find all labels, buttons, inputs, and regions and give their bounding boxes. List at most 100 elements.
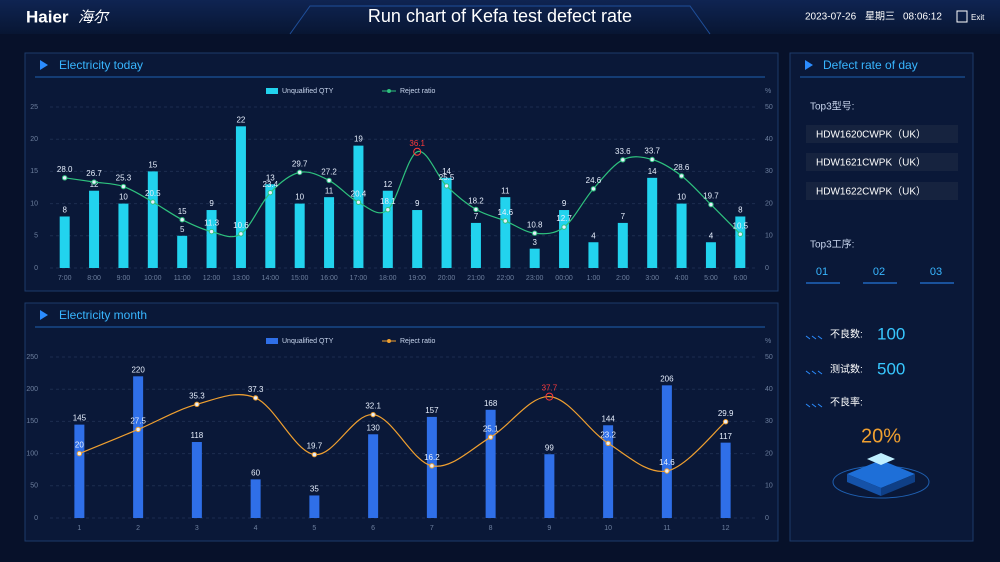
line-point bbox=[620, 157, 626, 163]
line-point bbox=[135, 426, 141, 433]
line-value-label: 24.6 bbox=[586, 176, 602, 185]
bar-value-label: 145 bbox=[73, 414, 87, 423]
y-tick-label: 50 bbox=[30, 483, 38, 490]
legend-dot bbox=[387, 339, 391, 343]
legend-label: Reject ratio bbox=[400, 338, 436, 345]
exit-icon bbox=[956, 10, 968, 23]
bar bbox=[735, 216, 746, 268]
bar-value-label: 118 bbox=[190, 431, 203, 440]
bar bbox=[324, 197, 335, 268]
bar-value-label: 8 bbox=[738, 206, 743, 215]
x-tick-label: 15:00 bbox=[291, 275, 309, 282]
line-value-label: 26.7 bbox=[86, 169, 102, 178]
line-value-label: 10.8 bbox=[527, 220, 543, 229]
model-box bbox=[806, 125, 958, 143]
line-value-label: 20.4 bbox=[351, 189, 367, 198]
x-tick-label: 4 bbox=[254, 525, 258, 532]
bar bbox=[720, 442, 731, 518]
line-point bbox=[76, 450, 83, 457]
bar bbox=[412, 210, 423, 268]
line-value-label: 27.2 bbox=[321, 168, 337, 177]
deco-mark bbox=[805, 370, 823, 375]
x-tick-label: 8:00 bbox=[87, 275, 101, 282]
y2-tick-label: 20 bbox=[765, 200, 773, 207]
panel-title: Electricity month bbox=[59, 308, 147, 322]
icon-shape bbox=[867, 453, 895, 465]
rate-label: 不良率: bbox=[830, 396, 863, 409]
y2-tick-label: 10 bbox=[765, 233, 773, 240]
legend-label: Reject ratio bbox=[400, 88, 436, 95]
line-point bbox=[531, 230, 538, 236]
line-value-label: 29.9 bbox=[718, 409, 734, 418]
deco-mark bbox=[805, 335, 823, 340]
line-value-label: 29.7 bbox=[292, 159, 308, 168]
exit-label[interactable]: Exit bbox=[971, 13, 985, 22]
y-tick-label: 250 bbox=[26, 354, 38, 361]
bar-value-label: 4 bbox=[709, 231, 714, 240]
bar-value-label: 7 bbox=[474, 212, 479, 221]
x-tick-label: 22:00 bbox=[497, 275, 515, 282]
x-tick-label: 13:00 bbox=[232, 275, 250, 282]
bar bbox=[661, 385, 672, 518]
bar bbox=[603, 425, 614, 518]
bar bbox=[147, 171, 158, 268]
bar bbox=[368, 434, 379, 518]
y2-tick-label: 30 bbox=[765, 168, 773, 175]
line-value-label: 25.5 bbox=[439, 173, 455, 182]
bar-value-label: 12 bbox=[383, 180, 392, 189]
y-tick-label: 100 bbox=[26, 450, 38, 457]
process: 03 bbox=[930, 266, 942, 278]
weekday: 星期三 bbox=[865, 11, 895, 23]
bar bbox=[250, 479, 261, 518]
line-value-label: 23.4 bbox=[263, 180, 279, 189]
line-value-label: 28.6 bbox=[674, 163, 690, 172]
bar-value-label: 14 bbox=[648, 167, 657, 176]
x-tick-label: 2:00 bbox=[616, 275, 630, 282]
bar-value-label: 8 bbox=[62, 206, 67, 215]
y-tick-label: 20 bbox=[30, 136, 38, 143]
bar-value-label: 10 bbox=[119, 193, 128, 202]
line-point bbox=[443, 183, 450, 189]
legend-swatch bbox=[266, 88, 278, 94]
line-point bbox=[194, 401, 200, 408]
bar bbox=[133, 376, 144, 518]
y2-tick-label: 10 bbox=[765, 483, 773, 490]
line-point bbox=[150, 199, 156, 205]
x-tick-label: 6 bbox=[371, 525, 375, 532]
line-point bbox=[737, 231, 744, 237]
panel bbox=[24, 302, 779, 542]
line-point bbox=[473, 206, 479, 213]
x-tick-label: 17:00 bbox=[350, 275, 368, 282]
line-point bbox=[487, 434, 494, 440]
line-value-label: 14.6 bbox=[659, 458, 675, 467]
process-label: Top3工序: bbox=[810, 238, 854, 251]
x-tick-label: 18:00 bbox=[379, 275, 397, 282]
bar bbox=[191, 442, 202, 518]
y2-tick-label: 20 bbox=[765, 450, 773, 457]
x-tick-label: 9:00 bbox=[117, 275, 131, 282]
line-value-label: 16.2 bbox=[424, 453, 440, 462]
bar bbox=[705, 242, 716, 268]
tested: 500 bbox=[877, 359, 905, 378]
legend-swatch bbox=[266, 338, 278, 344]
x-tick-label: 4:00 bbox=[675, 275, 689, 282]
deco-mark bbox=[805, 403, 823, 408]
line-point bbox=[370, 411, 376, 418]
bar bbox=[118, 203, 129, 268]
bar bbox=[309, 495, 320, 518]
defects-label: 不良数: bbox=[830, 328, 863, 341]
exit-button[interactable]: Exit bbox=[956, 10, 985, 23]
bar-value-label: 35 bbox=[310, 485, 319, 494]
bar bbox=[353, 145, 364, 268]
line-point bbox=[179, 217, 185, 223]
line-point bbox=[326, 177, 332, 184]
time: 08:06:12 bbox=[903, 12, 942, 23]
y2-tick-label: 50 bbox=[765, 104, 773, 111]
bar bbox=[235, 126, 246, 268]
y2-tick-label: 40 bbox=[765, 136, 773, 143]
line-value-label: 25.1 bbox=[483, 424, 499, 433]
line-value-label: 32.1 bbox=[365, 402, 381, 411]
x-tick-label: 5:00 bbox=[704, 275, 718, 282]
bar bbox=[265, 184, 276, 268]
bar bbox=[617, 222, 628, 268]
